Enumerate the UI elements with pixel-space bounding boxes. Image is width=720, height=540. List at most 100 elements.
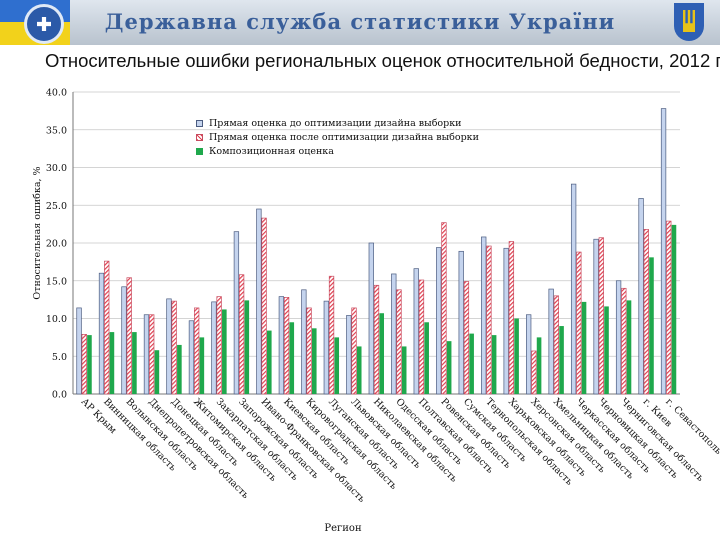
- bar-series-2: [424, 322, 429, 394]
- bar-series-0: [413, 268, 419, 395]
- chart-title: Относительные ошибки региональных оценок…: [44, 50, 720, 71]
- bar-series-0: [278, 296, 285, 395]
- bar-series-2: [491, 335, 497, 394]
- bar-series-1: [396, 289, 402, 395]
- bar-series-1: [531, 350, 537, 395]
- bar-series-1: [576, 251, 582, 395]
- bar-series-0: [166, 298, 172, 395]
- legend-item: Прямая оценка до оптимизации дизайна выб…: [196, 116, 479, 130]
- bar-series-0: [548, 288, 554, 395]
- bar-series-1: [238, 274, 245, 395]
- bar-series-0: [233, 231, 240, 395]
- agency-name: Державна служба статистики України: [104, 9, 616, 34]
- bar-series-2: [177, 344, 182, 394]
- bar-series-0: [121, 286, 127, 395]
- bar-series-1: [508, 241, 515, 395]
- bar-series-1: [81, 334, 87, 395]
- y-tick-label: 40.0: [46, 88, 67, 99]
- legend-swatch: [196, 147, 203, 155]
- legend-item: Прямая оценка после оптимизации дизайна …: [196, 130, 479, 144]
- y-tick-label: 25.0: [46, 201, 67, 212]
- bar-series-1: [216, 296, 222, 395]
- bar-series-1: [373, 284, 380, 395]
- bar-series-2: [244, 300, 250, 394]
- bar-series-1: [553, 295, 559, 395]
- bar-series-1: [306, 307, 312, 395]
- bar-series-0: [458, 250, 464, 395]
- bar-series-1: [126, 277, 132, 395]
- bar-series-0: [526, 314, 532, 395]
- bar-series-1: [621, 287, 627, 395]
- bar-series-2: [87, 335, 92, 394]
- bar-series-0: [391, 273, 397, 395]
- bar-series-0: [143, 314, 150, 395]
- x-axis-label: Регион: [324, 523, 362, 534]
- bar-series-0: [436, 247, 442, 395]
- bar-series-2: [626, 300, 632, 394]
- bar-series-2: [514, 318, 519, 394]
- bar-series-0: [368, 242, 374, 395]
- bar-series-0: [593, 238, 599, 395]
- header-banner: Державна служба статистики України: [0, 0, 720, 45]
- y-tick-label: 15.0: [46, 276, 67, 287]
- y-tick-label: 30.0: [46, 163, 67, 174]
- ukraine-trident-icon: [674, 3, 704, 41]
- bar-series-1: [351, 307, 357, 395]
- bar-series-1: [643, 229, 649, 395]
- bar-series-0: [98, 272, 105, 395]
- bar-series-2: [154, 350, 160, 394]
- bar-series-1: [104, 260, 110, 395]
- bar-series-2: [109, 332, 115, 394]
- bar-series-2: [199, 337, 205, 395]
- bar-series-1: [171, 300, 177, 395]
- bar-series-0: [256, 208, 262, 395]
- y-tick-label: 10.0: [46, 314, 67, 325]
- bar-series-1: [283, 297, 290, 395]
- bar-series-2: [222, 309, 227, 394]
- bar-series-2: [671, 224, 677, 394]
- bar-series-0: [503, 247, 509, 395]
- bar-series-2: [132, 332, 137, 394]
- bar-series-0: [660, 108, 667, 395]
- bar-series-0: [323, 300, 329, 395]
- bar-series-1: [441, 222, 447, 395]
- bar-series-2: [379, 313, 384, 394]
- bar-series-0: [211, 301, 217, 395]
- bar-series-2: [649, 257, 654, 394]
- bar-series-2: [559, 326, 564, 394]
- y-tick-label: 5.0: [52, 352, 67, 363]
- bar-series-2: [581, 301, 587, 394]
- legend-label: Прямая оценка до оптимизации дизайна выб…: [209, 117, 462, 129]
- bar-series-2: [289, 322, 295, 394]
- legend-label: Прямая оценка после оптимизации дизайна …: [209, 131, 479, 143]
- bar-series-1: [666, 220, 672, 395]
- bar-series-0: [638, 198, 644, 395]
- bar-series-0: [570, 183, 577, 395]
- bar-series-1: [418, 279, 425, 395]
- y-tick-label: 35.0: [46, 125, 67, 136]
- bar-series-1: [194, 307, 200, 395]
- bar-series-0: [346, 315, 352, 395]
- bar-series-1: [598, 237, 604, 395]
- legend-swatch: [196, 119, 203, 127]
- y-tick-label: 0.0: [52, 390, 67, 401]
- bar-series-2: [334, 337, 340, 395]
- legend-item: Композиционная оценка: [196, 144, 479, 158]
- bar-series-2: [469, 333, 474, 394]
- bar-series-1: [463, 281, 470, 395]
- y-axis-label: Относительная ошибка, %: [32, 166, 43, 299]
- legend-label: Композиционная оценка: [209, 145, 334, 157]
- bar-series-1: [149, 314, 155, 395]
- bars: [76, 108, 677, 395]
- bar-series-0: [301, 289, 307, 395]
- y-tick-label: 20.0: [46, 239, 67, 250]
- bar-series-2: [536, 337, 542, 395]
- bar-series-2: [401, 346, 407, 394]
- bar-series-1: [328, 275, 335, 395]
- bar-series-1: [486, 245, 492, 395]
- state-statistics-service-emblem-icon: [24, 4, 64, 44]
- bar-series-2: [311, 328, 317, 394]
- bar-series-0: [76, 307, 82, 395]
